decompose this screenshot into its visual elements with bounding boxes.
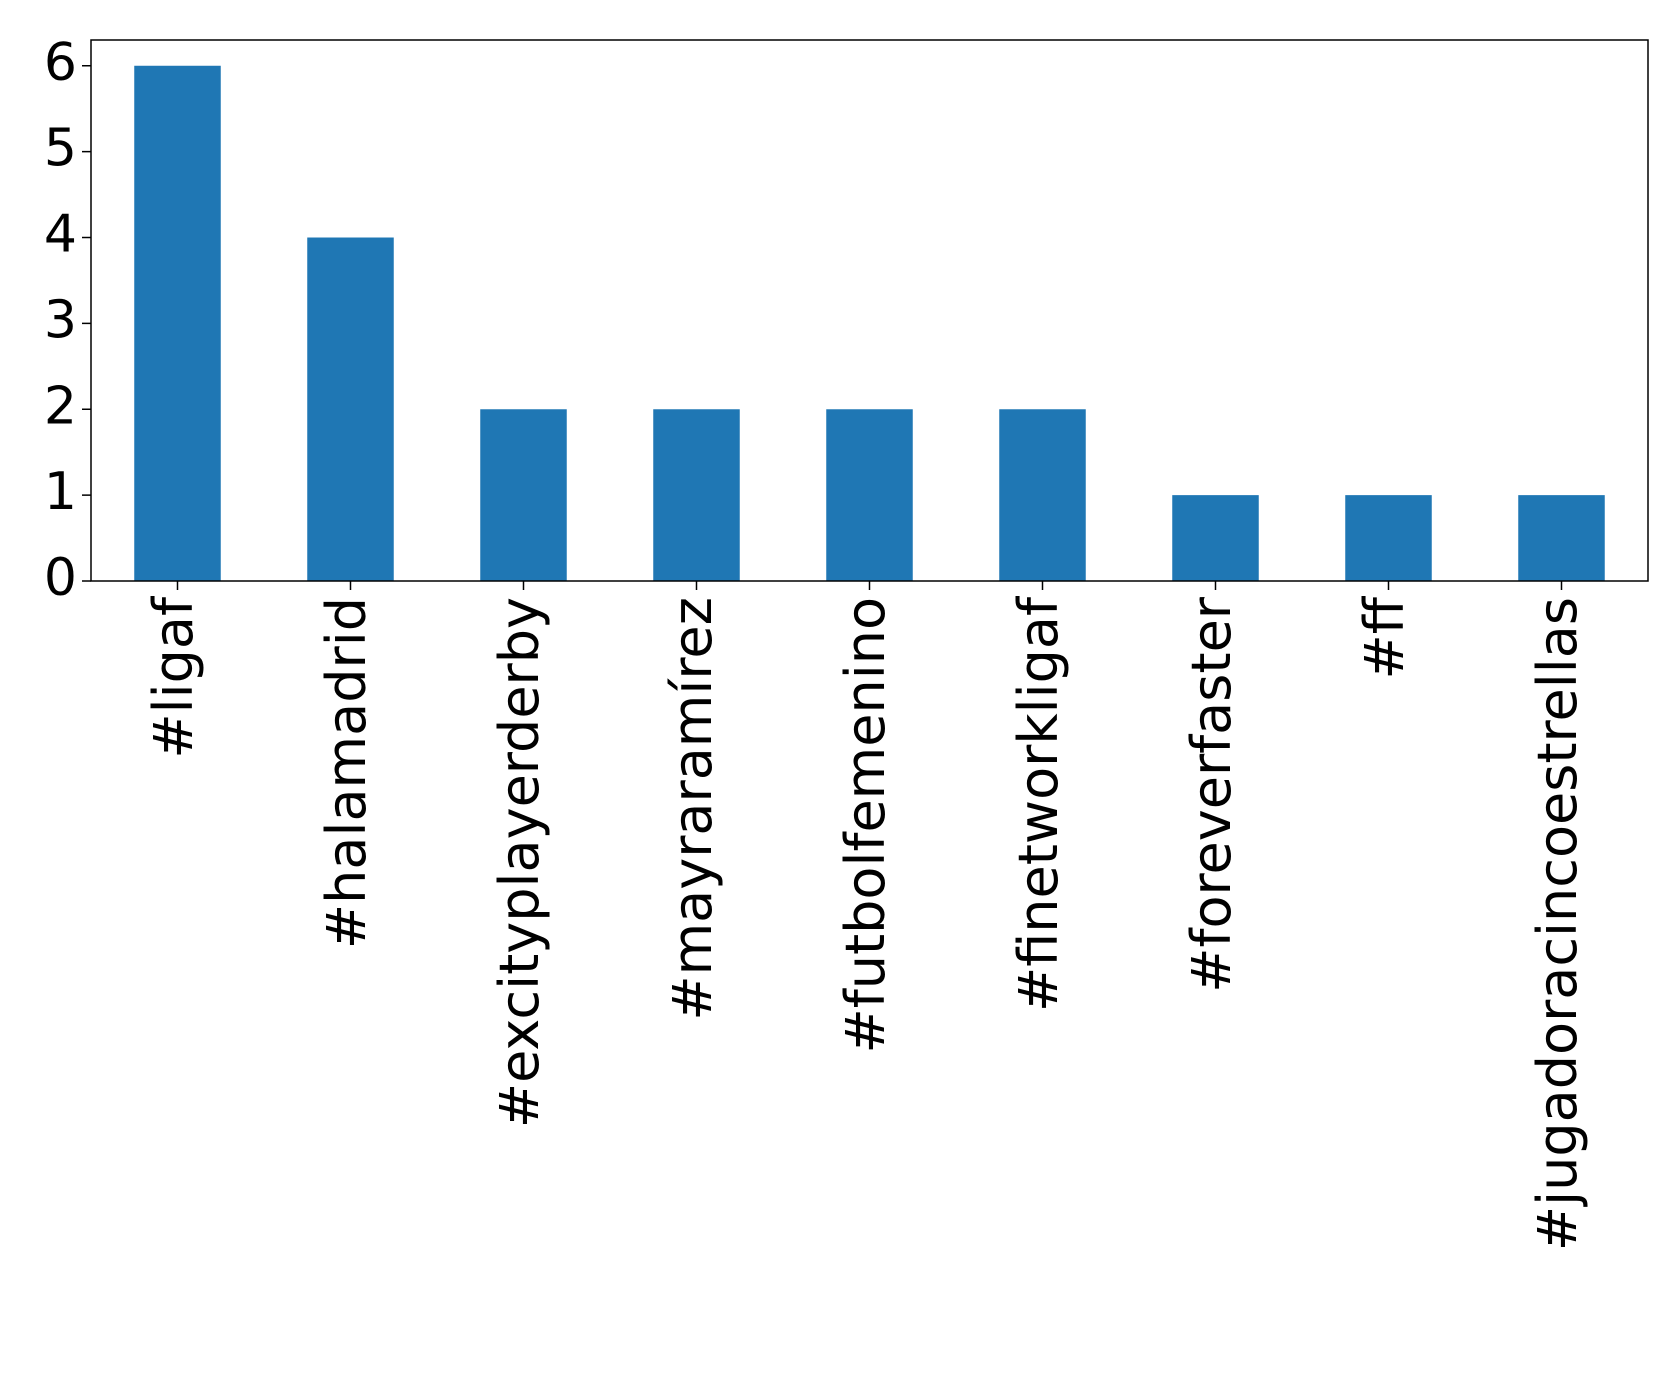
y-tick-label: 0 xyxy=(44,548,77,608)
x-tick-label: #halamadrid xyxy=(315,597,378,949)
x-tick-label: #jugadoracincoestrellas xyxy=(1526,597,1589,1251)
y-tick-label: 6 xyxy=(44,33,77,93)
bar xyxy=(307,237,394,581)
y-tick-label: 3 xyxy=(44,290,77,350)
y-tick-label: 2 xyxy=(44,376,77,436)
bar xyxy=(826,409,913,581)
bar xyxy=(480,409,567,581)
x-tick-label: #ff xyxy=(1353,595,1416,679)
y-tick-label: 4 xyxy=(44,205,77,265)
bar xyxy=(1172,495,1259,581)
bar xyxy=(999,409,1086,581)
bar xyxy=(653,409,740,581)
bar xyxy=(134,65,221,581)
y-tick-label: 5 xyxy=(44,119,77,179)
x-tick-label: #excityplayerderby xyxy=(488,597,551,1128)
x-tick-label: #mayraramírez xyxy=(661,597,724,1021)
x-tick-label: #finetworkligaf xyxy=(1007,595,1070,1012)
y-tick-label: 1 xyxy=(44,462,77,522)
x-tick-label: #foreverfaster xyxy=(1180,596,1243,993)
bar xyxy=(1345,495,1432,581)
x-tick-label: #ligaf xyxy=(142,595,205,759)
bar xyxy=(1518,495,1605,581)
x-tick-label: #futbolfemenino xyxy=(834,597,897,1054)
plot-frame xyxy=(90,39,1649,582)
